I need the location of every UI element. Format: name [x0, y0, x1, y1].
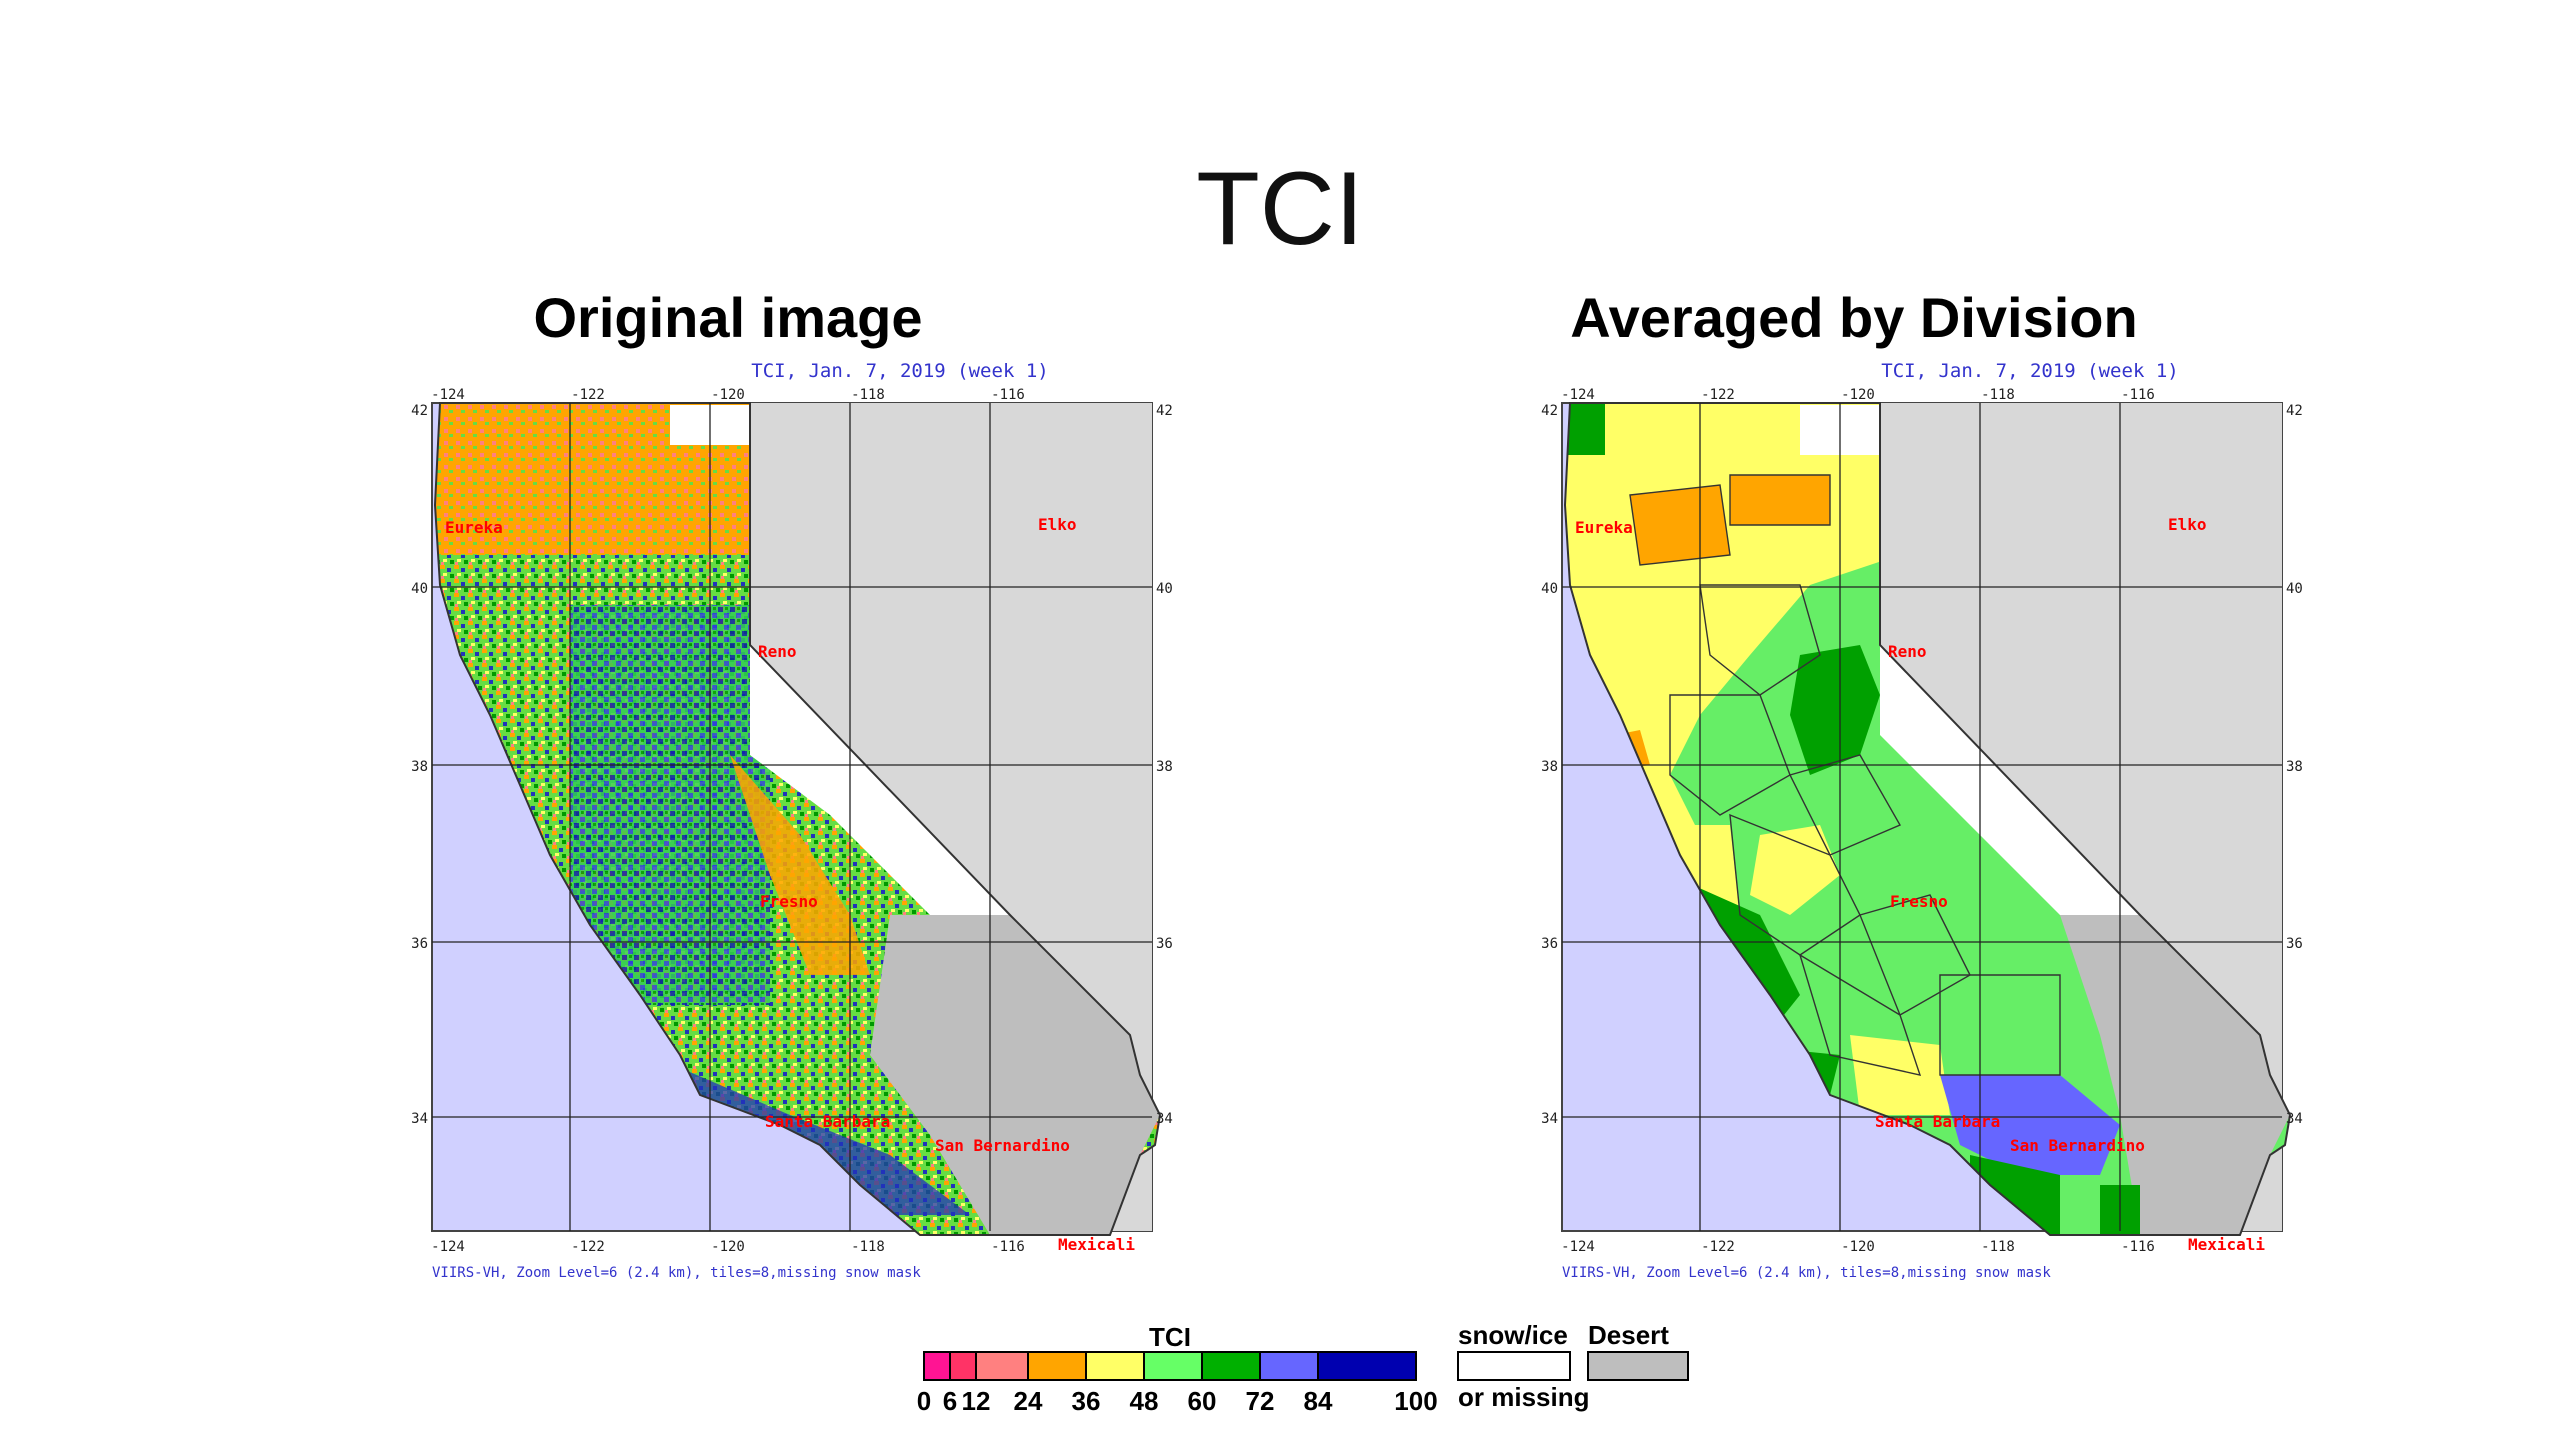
lat-tick-left: 34 [411, 1111, 428, 1127]
map-grid [1562, 403, 2282, 1231]
city-label-san-bernardino: San Bernardino [935, 1136, 1070, 1155]
lat-tick-right: 36 [1156, 936, 1173, 952]
california-outline [433, 402, 1162, 1236]
legend-tick-label: 12 [962, 1386, 991, 1416]
map-original: TCI, Jan. 7, 2019 (week 1) -124 -122 -12… [411, 360, 1173, 1281]
lat-tick-left: 42 [1541, 403, 1558, 419]
map-footer: VIIRS-VH, Zoom Level=6 (2.4 km), tiles=8… [432, 1265, 921, 1281]
legend-swatch [1259, 1351, 1319, 1381]
map-averaged: TCI, Jan. 7, 2019 (week 1) [1541, 360, 2303, 1281]
lat-tick-right: 42 [2286, 403, 2303, 419]
legend-tick-label: 72 [1246, 1386, 1275, 1416]
legend-snow-label: snow/ice [1458, 1320, 1568, 1350]
lon-tick-top: -124 [431, 387, 465, 403]
lat-tick-left: 42 [411, 403, 428, 419]
city-label-reno: Reno [1888, 642, 1927, 661]
legend-desert-swatch [1587, 1351, 1689, 1381]
lon-tick-top: -118 [1981, 387, 2015, 403]
legend-tick-label: 60 [1188, 1386, 1217, 1416]
lat-tick-left: 34 [1541, 1111, 1558, 1127]
legend-desert-label: Desert [1588, 1320, 1669, 1350]
lon-tick-bottom: -116 [2121, 1239, 2155, 1255]
panel-heading-averaged: Averaged by Division [1570, 286, 2138, 349]
lon-tick-top: -122 [1701, 387, 1735, 403]
legend-snow-swatch [1457, 1351, 1571, 1381]
city-label-mexicali: Mexicali [2188, 1235, 2265, 1254]
lon-tick-top: -122 [571, 387, 605, 403]
legend-tick-label: 6 [943, 1386, 957, 1416]
lat-tick-left: 36 [1541, 936, 1558, 952]
lat-tick-right: 34 [2286, 1111, 2303, 1127]
lon-tick-bottom: -116 [991, 1239, 1025, 1255]
lat-tick-right: 38 [1156, 759, 1173, 775]
city-label-fresno: Fresno [1890, 892, 1948, 911]
lon-tick-bottom: -118 [851, 1239, 885, 1255]
nevada-area [750, 403, 1160, 1231]
legend-swatch [1027, 1351, 1087, 1381]
lat-tick-left: 40 [411, 581, 428, 597]
california-outline [1563, 402, 2292, 1236]
city-label-reno: Reno [758, 642, 797, 661]
legend-tick-label: 24 [1014, 1386, 1043, 1416]
map-grid [432, 403, 1152, 1231]
map-footer: VIIRS-VH, Zoom Level=6 (2.4 km), tiles=8… [1562, 1265, 2051, 1281]
lat-tick-left: 36 [411, 936, 428, 952]
lat-tick-right: 36 [2286, 936, 2303, 952]
city-label-santa-barbara: Santa Barbara [1875, 1112, 2000, 1131]
lat-tick-right: 34 [1156, 1111, 1173, 1127]
lon-tick-bottom: -122 [571, 1239, 605, 1255]
lon-tick-top: -120 [1841, 387, 1875, 403]
legend-tick-label: 84 [1304, 1386, 1333, 1416]
lat-tick-left: 38 [411, 759, 428, 775]
legend-swatch [923, 1351, 951, 1381]
city-label-eureka: Eureka [445, 518, 503, 537]
legend-swatch [975, 1351, 1029, 1381]
city-label-fresno: Fresno [760, 892, 818, 911]
slide-title: TCI [1196, 151, 1364, 267]
legend-title: TCI [1149, 1322, 1191, 1352]
lon-tick-bottom: -118 [1981, 1239, 2015, 1255]
city-label-san-bernardino: San Bernardino [2010, 1136, 2145, 1155]
city-label-mexicali: Mexicali [1058, 1235, 1135, 1254]
lat-tick-left: 38 [1541, 759, 1558, 775]
lat-tick-right: 42 [1156, 403, 1173, 419]
legend-tick-label: 0 [917, 1386, 931, 1416]
legend-swatches [923, 1351, 1417, 1381]
map-title: TCI, Jan. 7, 2019 (week 1) [751, 360, 1048, 382]
lon-tick-bottom: -124 [431, 1239, 465, 1255]
legend-tick-label: 48 [1130, 1386, 1159, 1416]
city-label-eureka: Eureka [1575, 518, 1633, 537]
lat-tick-right: 40 [2286, 581, 2303, 597]
nevada-area [1880, 403, 2290, 1231]
legend-tick-label: 100 [1394, 1386, 1437, 1416]
lat-tick-right: 38 [2286, 759, 2303, 775]
legend-swatch [1317, 1351, 1417, 1381]
legend-swatch [1201, 1351, 1261, 1381]
tci-legend: TCI 0 6 12 24 36 48 60 72 84 100 snow/ice or miss… [917, 1320, 1689, 1416]
lat-tick-left: 40 [1541, 581, 1558, 597]
lon-tick-top: -124 [1561, 387, 1595, 403]
lon-tick-top: -116 [991, 387, 1025, 403]
city-label-elko: Elko [2168, 515, 2207, 534]
lon-tick-bottom: -120 [711, 1239, 745, 1255]
legend-swatch [1085, 1351, 1145, 1381]
city-label-santa-barbara: Santa Barbara [765, 1112, 890, 1131]
legend-swatch [1143, 1351, 1203, 1381]
panel-heading-original: Original image [533, 286, 923, 349]
city-label-elko: Elko [1038, 515, 1077, 534]
legend-ticks: 0 6 12 24 36 48 60 72 84 100 [917, 1386, 1438, 1416]
lon-tick-top: -118 [851, 387, 885, 403]
legend-snow-label-2: or missing [1458, 1382, 1589, 1412]
map-title: TCI, Jan. 7, 2019 (week 1) [1881, 360, 2178, 382]
lon-tick-top: -116 [2121, 387, 2155, 403]
legend-swatch [949, 1351, 977, 1381]
legend-tick-label: 36 [1072, 1386, 1101, 1416]
lon-tick-top: -120 [711, 387, 745, 403]
lon-tick-bottom: -124 [1561, 1239, 1595, 1255]
lat-tick-right: 40 [1156, 581, 1173, 597]
lon-tick-bottom: -122 [1701, 1239, 1735, 1255]
lon-tick-bottom: -120 [1841, 1239, 1875, 1255]
